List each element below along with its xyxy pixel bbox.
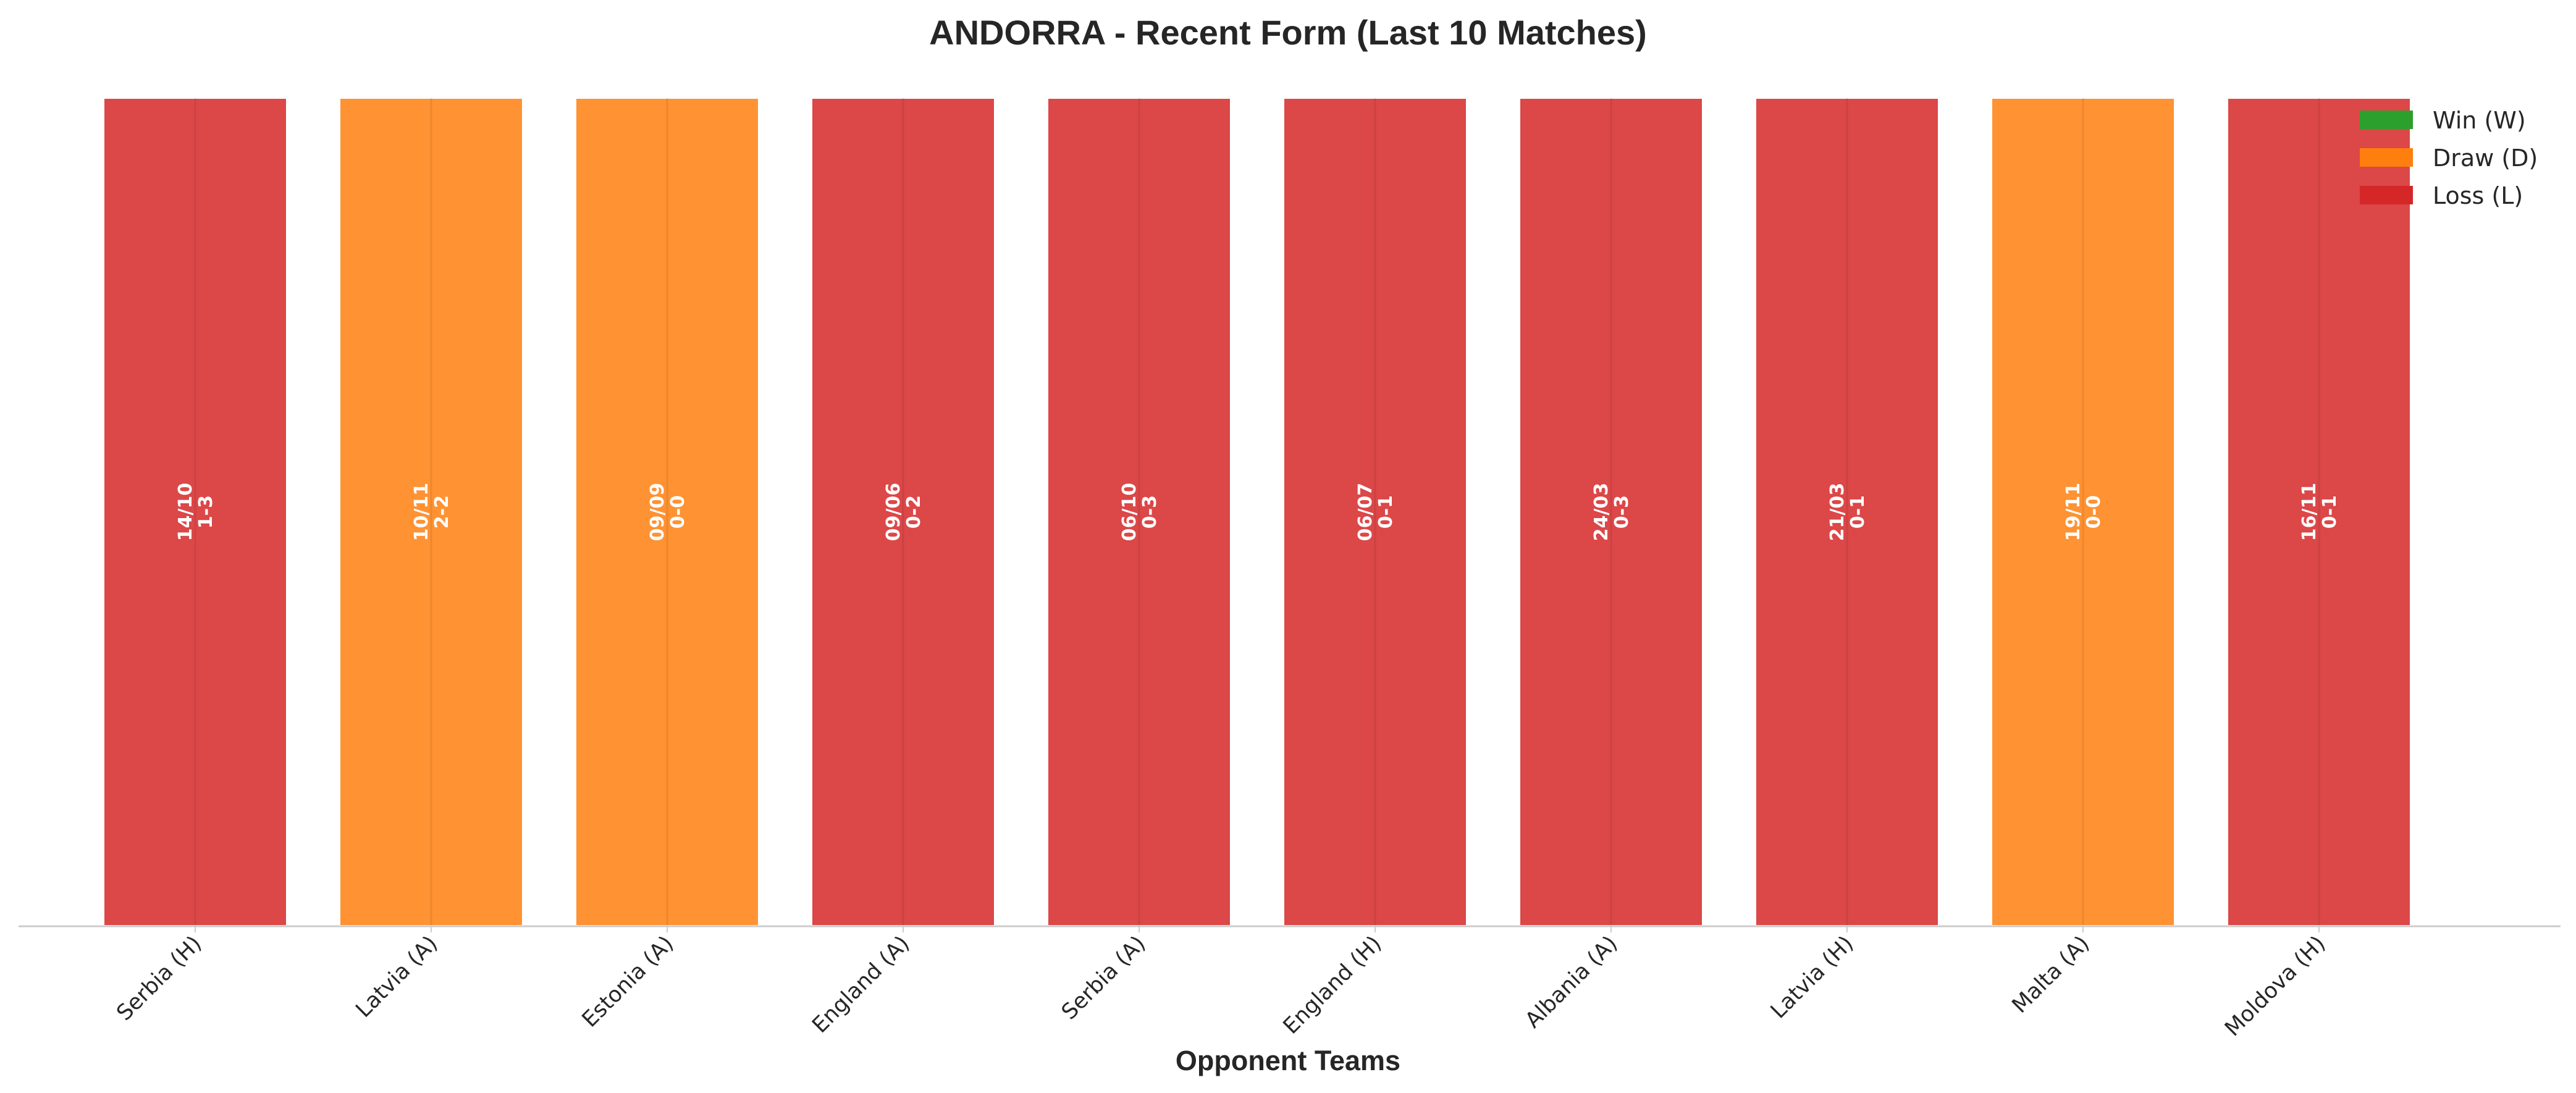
bar-date: 09/06 xyxy=(883,483,904,541)
bar-date: 14/10 xyxy=(175,483,196,541)
legend-label-d: Draw (D) xyxy=(2433,144,2538,172)
bar-date: 06/10 xyxy=(1119,483,1140,541)
bar-score: 0-1 xyxy=(1847,495,1869,529)
legend-swatch-w xyxy=(2360,111,2413,129)
bar-score: 1-3 xyxy=(195,495,217,529)
bar-score: 0-2 xyxy=(903,495,925,529)
bar-score: 0-1 xyxy=(2319,495,2341,529)
legend-swatch-d xyxy=(2360,148,2413,167)
x-tick-label: Albania (A) xyxy=(1521,931,1623,1033)
bar-5 xyxy=(1046,96,1232,928)
bar-score: 0-0 xyxy=(2083,495,2105,529)
legend: Win (W) Draw (D) Loss (L) xyxy=(2360,107,2538,209)
bar-label: 10/112-2 xyxy=(411,483,453,541)
bar-date: 24/03 xyxy=(1591,483,1612,541)
bar-score: 0-3 xyxy=(1139,495,1161,529)
x-tick-label: Serbia (H) xyxy=(112,931,206,1026)
bar-label: 09/090-0 xyxy=(647,483,689,541)
x-tick-label: Latvia (H) xyxy=(1766,931,1858,1023)
bar-label: 24/030-3 xyxy=(1591,483,1633,541)
bar-score: 0-1 xyxy=(1375,495,1397,529)
bar-date: 09/09 xyxy=(647,483,668,541)
bar-1 xyxy=(102,96,288,928)
legend-swatch-l xyxy=(2360,186,2413,204)
bar-date: 06/07 xyxy=(1355,483,1376,541)
bar-date: 10/11 xyxy=(411,483,432,541)
x-tick-label: Serbia (A) xyxy=(1057,931,1150,1024)
bar-label: 19/110-0 xyxy=(2063,483,2105,541)
legend-label-w: Win (W) xyxy=(2433,107,2526,134)
bar-label: 09/060-2 xyxy=(883,483,925,541)
chart-title: ANDORRA - Recent Form (Last 10 Matches) xyxy=(929,13,1647,52)
bar-score: 0-3 xyxy=(1611,495,1633,529)
bar-10 xyxy=(2226,96,2412,928)
bars-layer: 14/101-3 10/112-2 09/090-0 09/060-2 06/100-3… xyxy=(102,96,2412,928)
x-tick-label: Latvia (A) xyxy=(351,931,443,1023)
x-tick-label: Estonia (A) xyxy=(578,931,678,1032)
bar-date: 21/03 xyxy=(1827,483,1848,541)
x-axis-label: Opponent Teams xyxy=(1176,1045,1400,1076)
bar-label: 06/070-1 xyxy=(1355,483,1397,541)
bar-label: 21/030-1 xyxy=(1827,483,1869,541)
bar-3 xyxy=(574,96,760,928)
legend-label-l: Loss (L) xyxy=(2433,182,2523,209)
bar-score: 2-2 xyxy=(431,495,453,529)
bar-6 xyxy=(1282,96,1468,928)
bar-date: 19/11 xyxy=(2063,483,2084,541)
x-tick-labels: Serbia (H) Latvia (A) Estonia (A) England (… xyxy=(112,926,2330,1041)
bar-4 xyxy=(810,96,996,928)
bar-7 xyxy=(1518,96,1704,928)
bar-label: 16/110-1 xyxy=(2299,483,2341,541)
bar-label: 14/101-3 xyxy=(175,483,217,541)
x-tick-label: Malta (A) xyxy=(2008,931,2095,1018)
x-tick-label: England (H) xyxy=(1279,931,1387,1039)
x-tick-label: England (A) xyxy=(807,931,914,1038)
bar-label: 06/100-3 xyxy=(1119,483,1161,541)
bar-2 xyxy=(338,96,524,928)
x-tick-label: Moldova (H) xyxy=(2220,931,2330,1041)
bar-score: 0-0 xyxy=(667,495,689,529)
bar-date: 16/11 xyxy=(2299,483,2320,541)
